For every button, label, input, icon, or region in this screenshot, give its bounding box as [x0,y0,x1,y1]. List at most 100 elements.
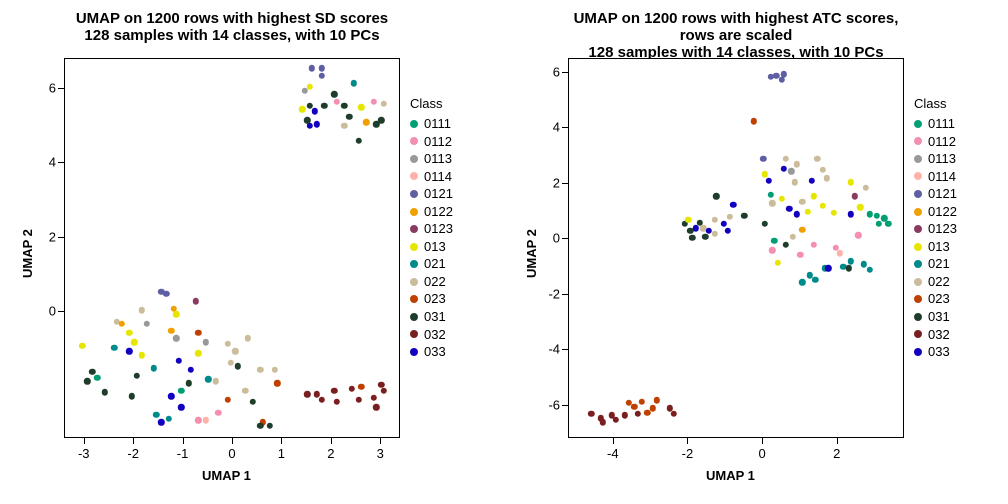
legend-label: 0112 [928,133,956,151]
legend-label: 023 [928,290,950,308]
legend-label: 0121 [928,185,957,203]
data-point [771,237,777,243]
legend-item: 0112 [410,133,453,151]
tick-x [133,438,134,444]
legend-swatch [410,155,418,163]
tick-label-y: 2 [538,175,560,190]
data-point [331,387,337,393]
data-point [225,341,231,347]
data-point [301,87,307,93]
tick-label-y: 0 [34,304,56,319]
data-point [782,242,788,248]
data-point [257,367,263,373]
legend-swatch [914,243,922,251]
tick-x [84,438,85,444]
data-point [685,217,691,223]
legend-label: 0123 [424,220,453,238]
tick-y [562,349,568,350]
tick-x [281,438,282,444]
data-point [84,378,90,384]
legend-swatch [410,208,418,216]
data-point [805,208,811,214]
data-point [195,417,201,423]
legend-swatch [410,190,418,198]
data-point [848,258,854,264]
legend-item: 0123 [410,220,453,238]
legend-item: 013 [410,238,453,256]
plot-area [568,58,904,438]
data-point [299,106,305,112]
legend-label: 013 [424,238,446,256]
data-point [831,210,837,216]
legend-item: 013 [914,238,957,256]
legend-item: 0112 [914,133,957,151]
tick-y [58,162,64,163]
data-point [94,374,100,380]
legend-title: Class [410,96,453,111]
legend-swatch [410,313,418,321]
legend-swatch [914,278,922,286]
tick-label-y: 6 [538,64,560,79]
legend-swatch [914,348,922,356]
legend-label: 013 [928,238,950,256]
data-point [215,410,221,416]
data-point [334,99,340,105]
data-point [820,167,826,173]
data-point [762,171,768,177]
legend-item: 023 [410,290,453,308]
data-point [371,99,377,105]
legend-swatch [914,172,922,180]
tick-label-y: 4 [538,120,560,135]
data-point [794,211,800,217]
data-point [111,345,117,351]
data-point [356,138,362,144]
data-point [790,233,796,239]
data-point [612,416,618,422]
data-point [775,260,781,266]
data-point [168,393,174,399]
data-point [812,276,818,282]
data-point [848,211,854,217]
data-point [851,193,857,199]
legend-item: 032 [914,326,957,344]
data-point [644,409,650,415]
legend-item: 0122 [410,203,453,221]
tick-label-x: 2 [833,446,840,461]
data-point [814,156,820,162]
tick-y [562,294,568,295]
data-point [193,298,199,304]
data-point [766,178,772,184]
legend-item: 021 [410,255,453,273]
data-point [622,412,628,418]
tick-x [380,438,381,444]
data-point [319,397,325,403]
data-point [311,108,317,114]
legend-label: 0112 [424,133,452,151]
legend-swatch [410,260,418,268]
data-point [158,419,164,425]
legend-label: 0122 [928,203,957,221]
data-point [272,367,278,373]
legend-swatch [914,260,922,268]
data-point [321,102,327,108]
tick-label-x: 0 [228,446,235,461]
y-axis-label: UMAP 2 [524,229,539,278]
data-point [711,217,717,223]
data-point [876,221,882,227]
data-point [866,267,872,273]
legend-item: 023 [914,290,957,308]
legend-label: 0121 [424,185,453,203]
data-point [358,104,364,110]
data-point [866,211,872,217]
legend-label: 032 [928,326,950,344]
tick-y [58,311,64,312]
panel-title: UMAP on 1200 rows with highest SD scores… [64,10,400,44]
legend-swatch [914,225,922,233]
tick-y [562,405,568,406]
data-point [227,359,233,365]
data-point [599,419,605,425]
legend-label: 0122 [424,203,453,221]
data-point [188,367,194,373]
data-point [101,389,107,395]
tick-y [58,237,64,238]
